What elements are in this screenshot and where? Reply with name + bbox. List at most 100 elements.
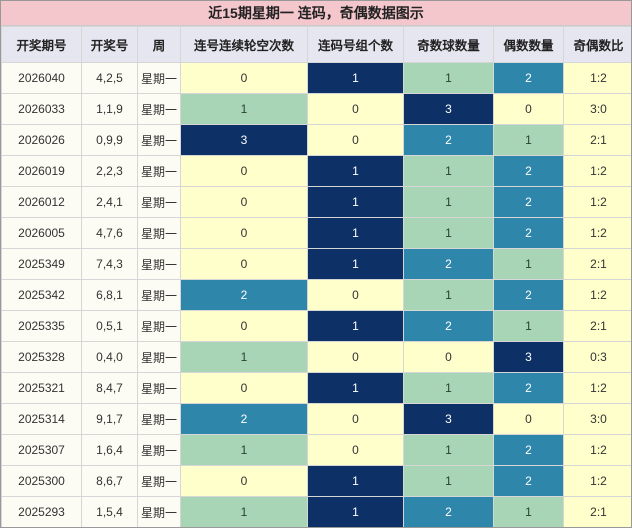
period-cell: 2026019 bbox=[1, 155, 82, 187]
groups-cell: 1 bbox=[307, 186, 404, 218]
skip-cell: 0 bbox=[180, 62, 308, 94]
numbers-cell: 6,8,1 bbox=[81, 279, 138, 311]
ratio-cell: 2:1 bbox=[563, 310, 631, 342]
odd-cell: 1 bbox=[403, 217, 494, 249]
ratio-cell: 1:2 bbox=[563, 434, 631, 466]
ratio-cell: 0:3 bbox=[563, 341, 631, 373]
even-cell: 0 bbox=[493, 93, 564, 125]
numbers-cell: 2,2,3 bbox=[81, 155, 138, 187]
week-cell: 星期一 bbox=[137, 310, 181, 342]
skip-cell: 0 bbox=[180, 310, 308, 342]
groups-cell: 0 bbox=[307, 434, 404, 466]
numbers-cell: 0,4,0 bbox=[81, 341, 138, 373]
week-cell: 星期一 bbox=[137, 434, 181, 466]
numbers-cell: 1,5,4 bbox=[81, 496, 138, 527]
ratio-cell: 2:1 bbox=[563, 124, 631, 156]
ratio-cell: 1:2 bbox=[563, 465, 631, 497]
groups-cell: 1 bbox=[307, 310, 404, 342]
period-cell: 2026026 bbox=[1, 124, 82, 156]
ratio-cell: 3:0 bbox=[563, 93, 631, 125]
ratio-cell: 1:2 bbox=[563, 186, 631, 218]
table-header: 开奖期号 开奖号周连号连续轮空次数 连码号组个数 奇数球数量 偶数数量 奇偶数比 bbox=[1, 26, 631, 63]
ratio-cell: 1:2 bbox=[563, 155, 631, 187]
numbers-cell: 1,1,9 bbox=[81, 93, 138, 125]
skip-cell: 1 bbox=[180, 93, 308, 125]
numbers-cell: 4,7,6 bbox=[81, 217, 138, 249]
column-header: 奇偶数比 bbox=[563, 26, 631, 63]
week-cell: 星期一 bbox=[137, 62, 181, 94]
even-cell: 1 bbox=[493, 124, 564, 156]
groups-cell: 0 bbox=[307, 93, 404, 125]
period-cell: 2025349 bbox=[1, 248, 82, 280]
page-title: 近15期星期一 连码，奇偶数据图示 bbox=[1, 1, 631, 26]
numbers-cell: 2,4,1 bbox=[81, 186, 138, 218]
column-header: 奇数球数量 bbox=[403, 26, 494, 63]
skip-cell: 1 bbox=[180, 496, 308, 527]
odd-cell: 3 bbox=[403, 93, 494, 125]
period-cell: 2026040 bbox=[1, 62, 82, 94]
ratio-cell: 2:1 bbox=[563, 496, 631, 527]
skip-cell: 0 bbox=[180, 217, 308, 249]
data-table: 开奖期号 开奖号周连号连续轮空次数 连码号组个数 奇数球数量 偶数数量 奇偶数比 2026… bbox=[1, 26, 631, 527]
column-header: 连号连续轮空次数 bbox=[180, 26, 308, 63]
even-cell: 1 bbox=[493, 248, 564, 280]
table-row: 2026005 4,7,6 星期一 0 1 1 2 1:2 bbox=[1, 217, 631, 249]
period-cell: 2025300 bbox=[1, 465, 82, 497]
table-body: 2026040 4,2,5 星期一 0 1 1 2 1:2 2026033 1,1,9 星期一 1 0 3… bbox=[1, 62, 631, 527]
numbers-cell: 0,5,1 bbox=[81, 310, 138, 342]
numbers-cell: 7,4,3 bbox=[81, 248, 138, 280]
table-row: 2026040 4,2,5 星期一 0 1 1 2 1:2 bbox=[1, 62, 631, 94]
column-header: 连码号组个数 bbox=[307, 26, 404, 63]
column-header: 开奖号 bbox=[81, 26, 138, 63]
ratio-cell: 1:2 bbox=[563, 217, 631, 249]
period-cell: 2025321 bbox=[1, 372, 82, 404]
numbers-cell: 8,6,7 bbox=[81, 465, 138, 497]
even-cell: 2 bbox=[493, 465, 564, 497]
table-row: 2025307 1,6,4 星期一 1 0 1 2 1:2 bbox=[1, 434, 631, 466]
column-header: 周 bbox=[137, 26, 181, 63]
table-row: 2025335 0,5,1 星期一 0 1 2 1 2:1 bbox=[1, 310, 631, 342]
table-row: 2026033 1,1,9 星期一 1 0 3 0 3:0 bbox=[1, 93, 631, 125]
week-cell: 星期一 bbox=[137, 217, 181, 249]
column-header: 偶数数量 bbox=[493, 26, 564, 63]
week-cell: 星期一 bbox=[137, 372, 181, 404]
even-cell: 2 bbox=[493, 434, 564, 466]
even-cell: 3 bbox=[493, 341, 564, 373]
skip-cell: 0 bbox=[180, 248, 308, 280]
period-cell: 2025335 bbox=[1, 310, 82, 342]
groups-cell: 1 bbox=[307, 465, 404, 497]
odd-cell: 1 bbox=[403, 186, 494, 218]
groups-cell: 0 bbox=[307, 341, 404, 373]
period-cell: 2025328 bbox=[1, 341, 82, 373]
period-cell: 2025342 bbox=[1, 279, 82, 311]
week-cell: 星期一 bbox=[137, 155, 181, 187]
groups-cell: 0 bbox=[307, 279, 404, 311]
numbers-cell: 9,1,7 bbox=[81, 403, 138, 435]
week-cell: 星期一 bbox=[137, 248, 181, 280]
groups-cell: 1 bbox=[307, 372, 404, 404]
week-cell: 星期一 bbox=[137, 341, 181, 373]
week-cell: 星期一 bbox=[137, 186, 181, 218]
skip-cell: 0 bbox=[180, 186, 308, 218]
table-row: 2025328 0,4,0 星期一 1 0 0 3 0:3 bbox=[1, 341, 631, 373]
skip-cell: 0 bbox=[180, 155, 308, 187]
skip-cell: 2 bbox=[180, 403, 308, 435]
week-cell: 星期一 bbox=[137, 93, 181, 125]
even-cell: 1 bbox=[493, 496, 564, 527]
ratio-cell: 1:2 bbox=[563, 372, 631, 404]
odd-cell: 0 bbox=[403, 341, 494, 373]
even-cell: 2 bbox=[493, 279, 564, 311]
groups-cell: 1 bbox=[307, 62, 404, 94]
odd-cell: 1 bbox=[403, 465, 494, 497]
groups-cell: 1 bbox=[307, 155, 404, 187]
skip-cell: 0 bbox=[180, 372, 308, 404]
odd-cell: 1 bbox=[403, 155, 494, 187]
odd-cell: 1 bbox=[403, 279, 494, 311]
period-cell: 2026012 bbox=[1, 186, 82, 218]
skip-cell: 1 bbox=[180, 434, 308, 466]
ratio-cell: 3:0 bbox=[563, 403, 631, 435]
period-cell: 2026033 bbox=[1, 93, 82, 125]
even-cell: 0 bbox=[493, 403, 564, 435]
even-cell: 2 bbox=[493, 372, 564, 404]
even-cell: 2 bbox=[493, 155, 564, 187]
